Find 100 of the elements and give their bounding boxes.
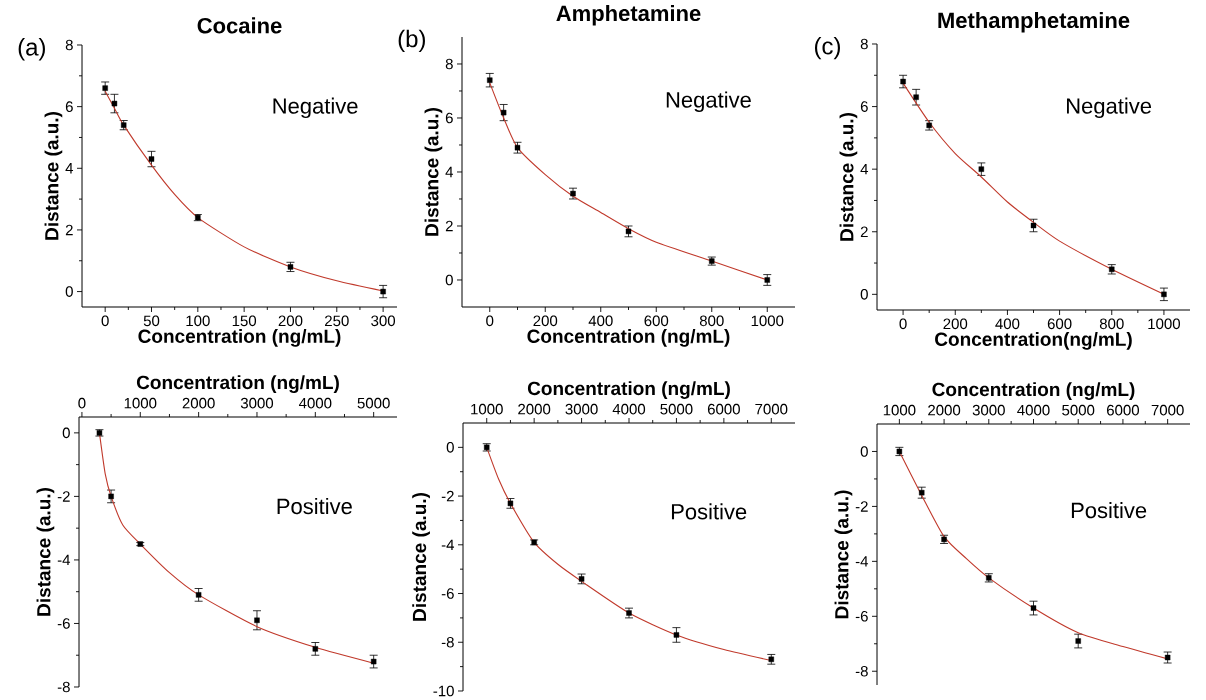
x-tick-label: 0 bbox=[78, 397, 86, 409]
y-tick-label: 6 bbox=[860, 101, 868, 112]
y-axis-title: Distance (a.u.) bbox=[839, 113, 858, 241]
point bbox=[254, 617, 260, 623]
x-tick-label: 1000 bbox=[124, 397, 157, 409]
y-tick-label: 8 bbox=[445, 58, 453, 70]
point bbox=[312, 646, 319, 652]
point bbox=[1030, 605, 1037, 611]
y-tick-label: -2 bbox=[57, 491, 70, 502]
annotation: Positive bbox=[671, 503, 747, 520]
x-tick-label: 1000 bbox=[1148, 318, 1181, 330]
point bbox=[913, 94, 919, 100]
y-axis-title: Distance (a.u.) bbox=[834, 490, 853, 619]
point bbox=[108, 493, 114, 500]
point bbox=[111, 100, 118, 107]
y-axis-title: Distance (a.u.) bbox=[412, 493, 430, 621]
y-tick-label: 2 bbox=[445, 220, 453, 232]
x-tick-label: 6000 bbox=[1107, 404, 1140, 416]
x-tick-label: 2000 bbox=[182, 397, 215, 409]
y-axis-title: Distance (a.u.) bbox=[36, 488, 55, 616]
annotation: Positive bbox=[277, 498, 352, 515]
chart-title: Amphetamine bbox=[556, 4, 701, 26]
x-axis-title: Concentration (ng/mL) bbox=[932, 382, 1135, 400]
x-tick-label: 3000 bbox=[565, 403, 598, 415]
x-axis-title: Concentration (ng/mL) bbox=[527, 381, 730, 399]
y-tick-label: 2 bbox=[65, 224, 73, 236]
x-tick-label: 2000 bbox=[518, 403, 551, 415]
x-tick-label: 3000 bbox=[240, 397, 274, 409]
point bbox=[978, 166, 985, 172]
x-tick-label: 4000 bbox=[298, 397, 332, 409]
y-tick-label: 0 bbox=[65, 286, 73, 297]
y-tick-label: -4 bbox=[441, 539, 455, 550]
y-tick-label: -2 bbox=[855, 501, 868, 512]
point bbox=[370, 658, 377, 665]
x-axis-title: Concentration (ng/mL) bbox=[136, 375, 339, 393]
x-tick-label: 200 bbox=[278, 315, 303, 327]
chart-title: Cocaine bbox=[197, 17, 282, 34]
y-tick-label: -2 bbox=[441, 490, 454, 502]
x-tick-label: 4000 bbox=[612, 403, 646, 415]
y-tick-label: 4 bbox=[445, 166, 454, 178]
x-tick-label: 800 bbox=[699, 315, 724, 327]
x-tick-label: 800 bbox=[1099, 318, 1124, 330]
y-tick-label: 0 bbox=[445, 274, 453, 286]
y-tick-label: 6 bbox=[65, 101, 73, 112]
x-tick-label: 250 bbox=[325, 315, 349, 327]
y-tick-label: 8 bbox=[860, 38, 868, 50]
x-tick-label: 0 bbox=[899, 318, 907, 330]
y-tick-label: -8 bbox=[855, 665, 868, 677]
y-tick-label: 2 bbox=[860, 226, 868, 237]
point bbox=[1075, 638, 1081, 644]
x-tick-label: 600 bbox=[1047, 318, 1072, 330]
y-axis-title: Distance (a.u.) bbox=[44, 112, 63, 240]
x-tick-label: 7000 bbox=[1151, 404, 1184, 416]
x-tick-label: 400 bbox=[995, 318, 1020, 330]
x-tick-label: 400 bbox=[588, 315, 613, 327]
annotation: Negative bbox=[666, 91, 751, 113]
y-tick-label: 6 bbox=[445, 112, 453, 124]
text: (a) bbox=[18, 38, 45, 61]
y-tick-label: 4 bbox=[860, 164, 869, 175]
x-tick-label: 1000 bbox=[751, 315, 784, 327]
x-tick-label: 200 bbox=[943, 318, 968, 330]
text: (c) bbox=[814, 36, 840, 60]
point bbox=[500, 109, 507, 116]
y-tick-label: -6 bbox=[57, 618, 70, 629]
x-axis-title: Concentration (ng/mL) bbox=[138, 329, 341, 347]
chart-title: Methamphetamine bbox=[938, 11, 1130, 33]
x-axis-title: Concentration (ng/mL) bbox=[527, 329, 730, 347]
annotation: Negative bbox=[1067, 97, 1152, 119]
x-tick-label: 200 bbox=[533, 315, 558, 327]
x-tick-label: 50 bbox=[143, 315, 160, 327]
x-axis-title: Concentration(ng/mL) bbox=[935, 332, 1132, 350]
y-tick-label: -10 bbox=[433, 685, 454, 697]
y-tick-label: -4 bbox=[855, 556, 869, 567]
y-tick-label: -6 bbox=[441, 588, 454, 599]
y-tick-label: 0 bbox=[860, 289, 868, 300]
x-tick-label: 5000 bbox=[1062, 404, 1095, 416]
y-tick-label: 0 bbox=[446, 442, 454, 453]
x-tick-label: 100 bbox=[186, 315, 210, 327]
x-tick-label: 600 bbox=[644, 315, 669, 327]
y-tick-label: -8 bbox=[441, 636, 454, 648]
y-tick-label: -4 bbox=[57, 554, 71, 566]
point bbox=[487, 77, 493, 83]
y-tick-label: 0 bbox=[62, 427, 70, 439]
annotation: Negative bbox=[273, 97, 358, 119]
x-tick-label: 1000 bbox=[471, 403, 503, 415]
x-tick-label: 0 bbox=[101, 315, 109, 327]
point bbox=[102, 85, 108, 91]
x-tick-label: 1000 bbox=[883, 404, 916, 416]
y-axis-title: Distance (a.u.) bbox=[424, 108, 443, 236]
x-tick-label: 4000 bbox=[1017, 404, 1050, 416]
x-tick-label: 300 bbox=[371, 315, 396, 327]
point bbox=[195, 592, 202, 598]
y-tick-label: 0 bbox=[860, 446, 868, 457]
y-tick-label: -6 bbox=[855, 610, 868, 622]
point bbox=[1030, 222, 1037, 229]
x-tick-label: 5000 bbox=[660, 403, 693, 415]
point bbox=[148, 156, 155, 162]
x-tick-label: 3000 bbox=[972, 404, 1005, 416]
x-tick-label: 5000 bbox=[357, 397, 390, 409]
x-tick-label: 7000 bbox=[755, 403, 788, 415]
